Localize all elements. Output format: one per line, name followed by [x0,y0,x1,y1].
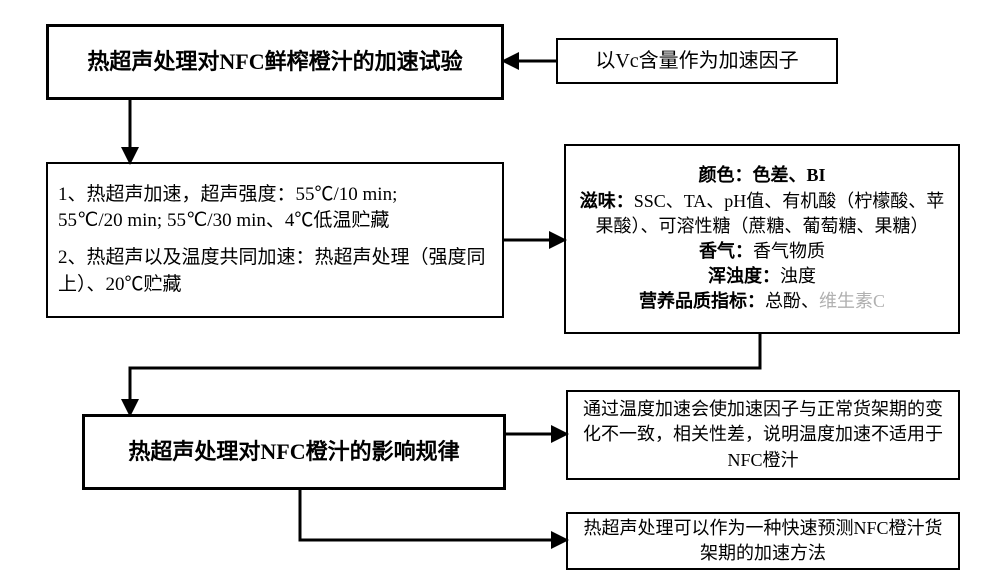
box-accel-test-title: 热超声处理对NFC鲜榨橙汁的加速试验 [46,24,504,100]
box-vc-factor: 以Vc含量作为加速因子 [556,38,838,84]
box-conditions-text: 1、热超声加速，超声强度：55℃/10 min;55℃/20 min; 55℃/… [58,182,492,298]
box-vc-factor-text: 以Vc含量作为加速因子 [568,47,826,75]
box-thermo-conclusion-text: 热超声处理可以作为一种快速预测NFC橙汁货架期的加速方法 [578,516,948,566]
arrow-a_b5_b7 [300,490,566,540]
box-quality-indicators: 颜色：色差、BI滋味：SSC、TA、pH值、有机酸（柠檬酸、苹果酸）、可溶性糖（… [564,144,960,334]
box-accel-test-title-text: 热超声处理对NFC鲜榨橙汁的加速试验 [59,47,491,78]
box-quality-indicators-text: 颜色：色差、BI滋味：SSC、TA、pH值、有机酸（柠檬酸、苹果酸）、可溶性糖（… [576,163,948,314]
box-temp-conclusion-text: 通过温度加速会使加速因子与正常货架期的变化不一致，相关性差，说明温度加速不适用于… [578,397,948,473]
box-effect-rule: 热超声处理对NFC橙汁的影响规律 [82,414,506,490]
box-temp-conclusion: 通过温度加速会使加速因子与正常货架期的变化不一致，相关性差，说明温度加速不适用于… [566,390,960,480]
box-thermo-conclusion: 热超声处理可以作为一种快速预测NFC橙汁货架期的加速方法 [566,512,960,570]
box-conditions: 1、热超声加速，超声强度：55℃/10 min;55℃/20 min; 55℃/… [46,162,504,318]
box-effect-rule-text: 热超声处理对NFC橙汁的影响规律 [95,437,493,468]
